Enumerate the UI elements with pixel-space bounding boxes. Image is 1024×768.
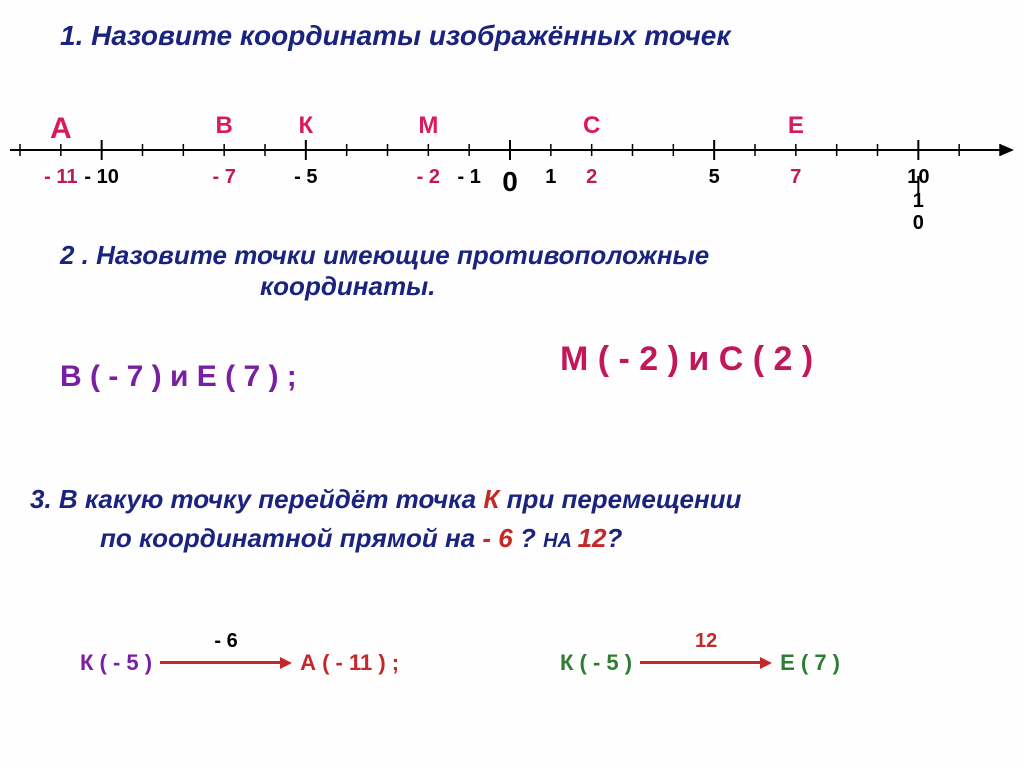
a3-left-to: А ( - 11 ) ;: [300, 650, 399, 676]
q2-line1: 2 . Назовите точки имеющие противоположн…: [60, 240, 709, 270]
point-label-С: С: [583, 112, 600, 140]
tick-label: - 10: [84, 166, 118, 189]
a3-right-arrow: 12: [640, 654, 772, 672]
q2-line2: координаты.: [260, 271, 436, 301]
q3-line2a: по координатной прямой на: [100, 523, 482, 553]
answer-3-left: К ( - 5 ) - 6 А ( - 11 ) ;: [80, 650, 399, 676]
q3-qm1: ?: [513, 523, 543, 553]
q3-qm2: ?: [606, 523, 622, 553]
point-label-Е: Е: [788, 112, 804, 140]
extra-label: 0: [913, 212, 924, 235]
tick-label: - 2: [417, 166, 440, 189]
extra-label: 1: [913, 190, 924, 213]
a3-right-over: 12: [695, 630, 717, 653]
answer-2-right: М ( - 2 ) и С ( 2 ): [560, 340, 813, 379]
q3-na: НА: [543, 530, 577, 552]
tick-label: 0: [502, 166, 518, 198]
a3-right-to: Е ( 7 ): [780, 650, 840, 676]
q3-k: К: [483, 484, 499, 514]
point-label-К: К: [299, 112, 314, 140]
tick-label: - 5: [294, 166, 317, 189]
number-line: АВКМСЕ - 11- 10- 7- 5- 2- 10125710 10: [0, 100, 1024, 220]
a3-left-over: - 6: [214, 630, 237, 653]
tick-label: 2: [586, 166, 597, 189]
answer-3-right: К ( - 5 ) 12 Е ( 7 ): [560, 650, 840, 676]
tick-label: 10: [907, 166, 929, 189]
point-label-А: А: [50, 112, 72, 146]
q3-mid: при: [499, 484, 561, 514]
question-2-title: 2 . Назовите точки имеющие противоположн…: [60, 240, 709, 302]
tick-label: - 1: [457, 166, 480, 189]
tick-label: - 11: [44, 166, 77, 189]
point-label-В: В: [215, 112, 232, 140]
answer-2-left: В ( - 7 ) и Е ( 7 ) ;: [60, 360, 297, 394]
q3-pre: 3. В какую точку перейдёт точка: [30, 484, 483, 514]
a3-left-arrow: - 6: [160, 654, 292, 672]
tick-label: 5: [709, 166, 720, 189]
q3-minus6: - 6: [482, 523, 512, 553]
a3-right-from: К ( - 5 ): [560, 650, 632, 676]
q3-mid-it: перемещении: [561, 484, 741, 514]
q3-twelve: 12: [578, 523, 607, 553]
tick-label: - 7: [212, 166, 235, 189]
point-label-М: М: [418, 112, 438, 140]
question-1-title: 1. Назовите координаты изображённых точе…: [60, 20, 731, 52]
question-3: 3. В какую точку перейдёт точка К при пе…: [30, 480, 1010, 558]
tick-label: 7: [790, 166, 801, 189]
tick-label: 1: [545, 166, 556, 189]
answer-3: К ( - 5 ) - 6 А ( - 11 ) ; К ( - 5 ) 12 …: [0, 620, 1024, 700]
a3-left-from: К ( - 5 ): [80, 650, 152, 676]
